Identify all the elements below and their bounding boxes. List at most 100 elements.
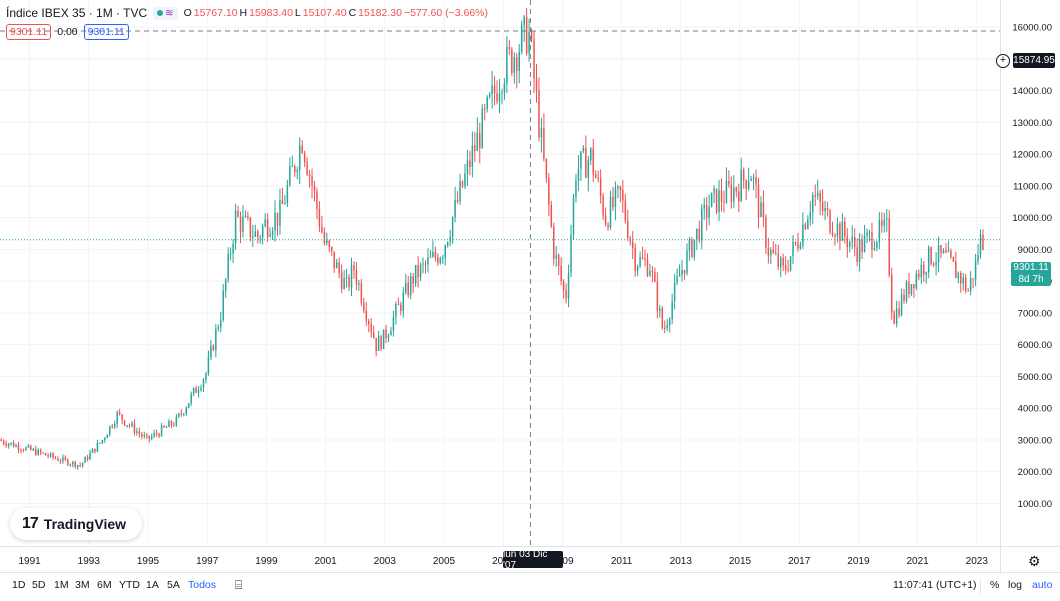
candle-body xyxy=(101,440,104,443)
visibility-icon[interactable]: ≋ xyxy=(165,7,174,19)
candle-body xyxy=(148,435,150,439)
candle-body xyxy=(863,235,866,252)
tradingview-logo[interactable]: 17 TradingView xyxy=(10,508,142,540)
candle-body xyxy=(360,283,363,303)
candle-body xyxy=(451,217,454,237)
range-5d[interactable]: 5D xyxy=(32,579,46,591)
candle-body xyxy=(422,263,424,265)
add-alert-icon[interactable]: + xyxy=(996,54,1010,68)
range-3m[interactable]: 3M xyxy=(75,579,90,591)
range-6m[interactable]: 6M xyxy=(97,579,112,591)
candle-body xyxy=(306,162,308,175)
candle-body xyxy=(498,93,501,102)
candle-body xyxy=(190,394,192,404)
candle-body xyxy=(350,265,353,288)
candle-body xyxy=(368,320,370,325)
candle-body xyxy=(158,434,160,437)
candle-body xyxy=(688,239,691,251)
buy-price-box[interactable]: 9301.11 xyxy=(83,24,129,40)
candle-body xyxy=(886,218,888,220)
candle-body xyxy=(597,177,599,180)
candle-body xyxy=(639,257,641,267)
range-todos[interactable]: Todos xyxy=(188,579,217,591)
candle-body xyxy=(380,336,382,349)
candle-body xyxy=(113,423,116,427)
candle-body xyxy=(153,432,155,437)
candle-body xyxy=(414,265,417,284)
candle-body xyxy=(715,188,718,213)
date-range-calendar-icon[interactable]: ⌸ xyxy=(235,578,243,592)
candle-body xyxy=(296,170,298,173)
candle-body xyxy=(728,180,730,185)
candle-body xyxy=(197,390,200,393)
open-value: 15767.10 xyxy=(193,7,238,19)
candle-body xyxy=(779,258,782,268)
candle-body xyxy=(826,208,829,211)
candle-body xyxy=(957,272,960,279)
candle-body xyxy=(91,448,94,453)
candle-body xyxy=(168,421,170,427)
candle-body xyxy=(2,440,5,444)
candle-body xyxy=(548,177,550,205)
y-tick-label: 3000.00 xyxy=(1018,435,1052,446)
candle-body xyxy=(353,265,355,271)
candle-body xyxy=(580,151,582,169)
candle-body xyxy=(104,438,106,441)
candle-body xyxy=(853,236,856,248)
candle-body xyxy=(316,191,318,210)
candle-body xyxy=(141,433,143,437)
range-1m[interactable]: 1M xyxy=(54,579,69,591)
candle-body xyxy=(44,453,47,456)
settings-gear-icon[interactable]: ⚙ xyxy=(1028,553,1041,569)
auto-toggle[interactable]: auto xyxy=(1032,579,1053,591)
log-toggle[interactable]: log xyxy=(1008,579,1023,591)
candle-body xyxy=(331,247,333,252)
candle-body xyxy=(27,445,30,448)
candle-body xyxy=(123,420,126,426)
clock-timezone[interactable]: 11:07:41 (UTC+1) xyxy=(893,579,977,591)
candle-body xyxy=(720,190,723,202)
candle-body xyxy=(506,47,508,84)
candle-body xyxy=(405,282,407,293)
status-badges[interactable]: ≋ xyxy=(153,6,178,20)
range-1a[interactable]: 1A xyxy=(146,579,159,591)
candle-body xyxy=(12,442,15,447)
candle-body xyxy=(234,210,237,244)
candle-body xyxy=(321,226,323,233)
candle-body xyxy=(649,271,651,276)
candle-body xyxy=(950,250,952,258)
candle-body xyxy=(868,232,871,234)
candle-body xyxy=(723,201,725,203)
range-5a[interactable]: 5A xyxy=(167,579,180,591)
candle-body xyxy=(654,272,656,282)
candle-body xyxy=(930,247,932,264)
candle-body xyxy=(52,453,54,458)
candle-body xyxy=(703,204,705,209)
candle-body xyxy=(200,387,202,391)
candle-body xyxy=(937,245,940,263)
open-label: O xyxy=(183,7,192,19)
candle-body xyxy=(651,271,654,273)
candle-body xyxy=(126,425,128,427)
range-ytd[interactable]: YTD xyxy=(119,579,140,591)
symbol-title[interactable]: Índice IBEX 35 · 1M · TVC xyxy=(6,6,148,20)
candle-body xyxy=(459,181,461,202)
candle-body xyxy=(960,272,962,284)
percent-toggle[interactable]: % xyxy=(990,579,1000,591)
candle-body xyxy=(861,239,863,252)
candle-body xyxy=(437,257,439,264)
candle-body xyxy=(461,181,464,187)
candle-body xyxy=(328,240,331,248)
candle-body xyxy=(671,301,673,320)
candle-body xyxy=(358,283,360,285)
candle-body xyxy=(856,247,858,262)
candle-body xyxy=(64,457,67,460)
close-value: 15182.30 xyxy=(358,7,402,19)
candle-body xyxy=(143,435,146,437)
range-1d[interactable]: 1D xyxy=(12,579,26,591)
candle-body xyxy=(323,232,326,244)
candle-body xyxy=(269,234,271,237)
sell-price-box[interactable]: 9301.11 xyxy=(6,24,52,40)
candle-body xyxy=(881,220,883,226)
